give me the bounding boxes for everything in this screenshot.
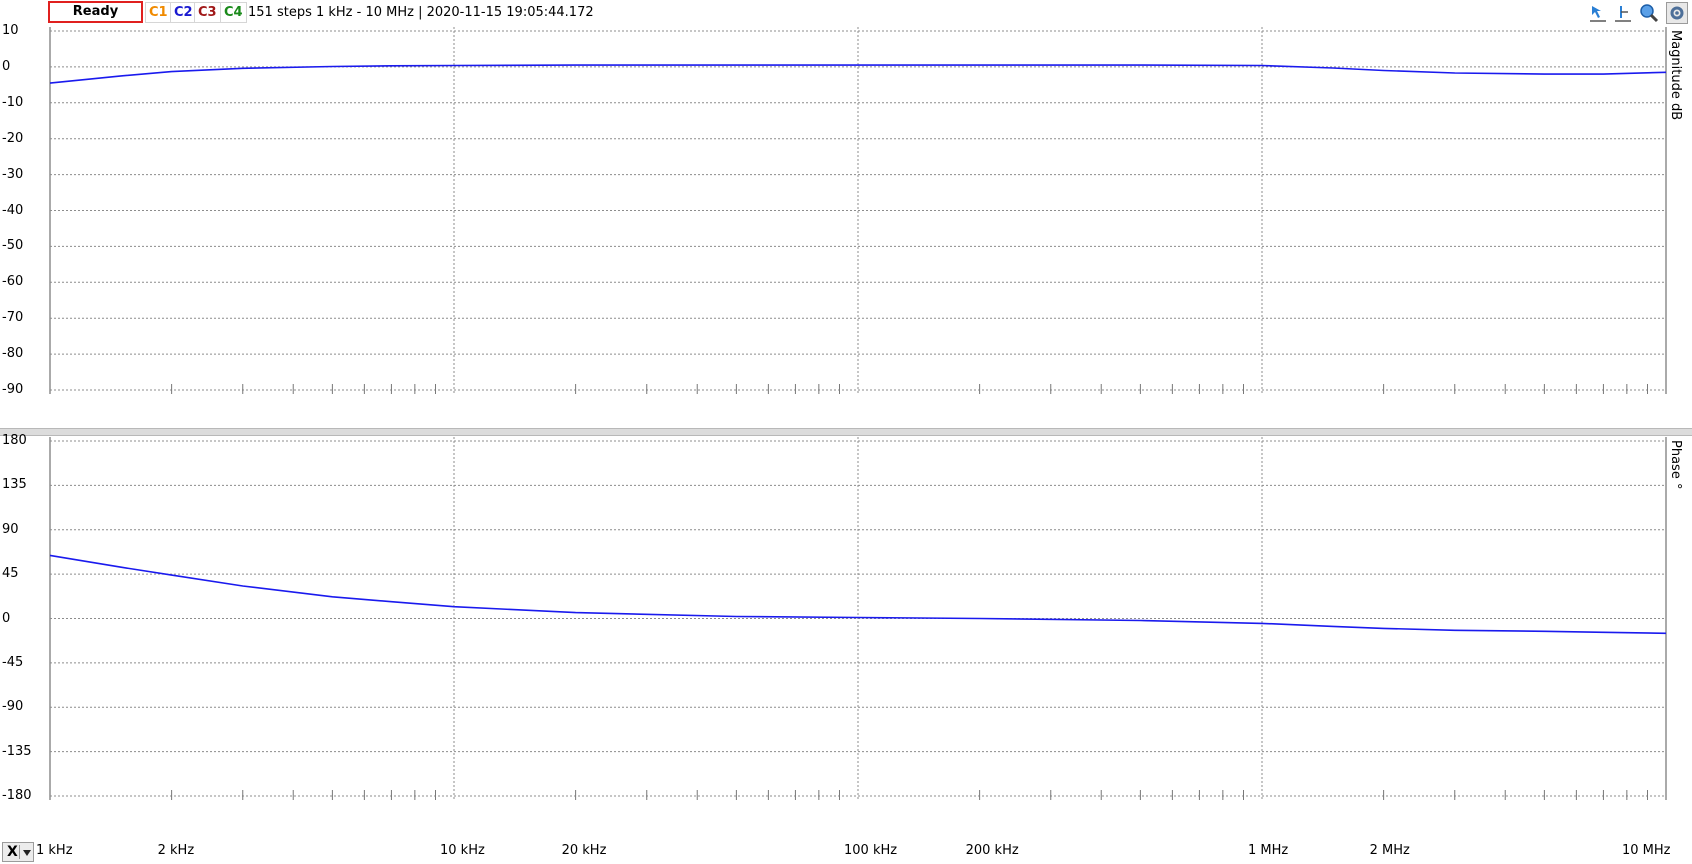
cursor-horizontal-icon[interactable]	[1612, 2, 1634, 24]
magnitude-trace	[49, 64, 1667, 84]
magnitude-y-tick-label: 0	[2, 58, 11, 74]
x-tick-label: 200 kHz	[965, 843, 1019, 858]
channel-c2-button[interactable]: C2	[170, 2, 197, 23]
magnitude-y-tick-label: -20	[2, 130, 24, 146]
cursor-arrow-icon[interactable]	[1587, 2, 1609, 24]
sweep-info: 151 steps 1 kHz - 10 MHz | 2020-11-15 19…	[248, 5, 594, 20]
magnitude-y-tick-label: -70	[2, 310, 24, 326]
status-indicator: Ready	[48, 1, 143, 23]
phase-trace	[49, 554, 1667, 635]
channel-c3-button[interactable]: C3	[194, 2, 221, 23]
phase-y-tick-label: 45	[2, 566, 19, 582]
phase-y-tick-label: -45	[2, 654, 24, 670]
x-axis-button-label: X	[7, 844, 18, 860]
phase-y-tick-label: 0	[2, 610, 11, 626]
phase-y-tick-label: -180	[2, 788, 32, 803]
x-axis-menu-button[interactable]: X	[2, 842, 34, 862]
zoom-icon[interactable]	[1638, 2, 1660, 24]
x-tick-label: 100 kHz	[844, 843, 898, 858]
phase-y-tick-label: 90	[2, 521, 19, 537]
x-tick-label: 1 kHz	[36, 843, 73, 858]
x-tick-label: 2 kHz	[157, 843, 195, 858]
magnitude-y-tick-label: 10	[2, 23, 19, 38]
phase-y-tick-label: -90	[2, 699, 24, 715]
channel-c4-button[interactable]: C4	[220, 2, 247, 23]
phase-y-tick-label: -135	[2, 743, 32, 759]
x-tick-label: 1 MHz	[1248, 843, 1289, 858]
settings-icon[interactable]	[1666, 2, 1688, 24]
x-tick-label: 2 MHz	[1369, 843, 1410, 858]
toolbar: Ready C1 C2 C3 C4 151 steps 1 kHz - 10 M…	[0, 0, 1692, 26]
channel-c1-button[interactable]: C1	[145, 2, 172, 23]
x-axis-button-separator	[19, 845, 20, 859]
magnitude-y-tick-label: -50	[2, 238, 24, 254]
phase-plot[interactable]	[0, 436, 1692, 840]
magnitude-plot[interactable]	[0, 26, 1692, 428]
magnitude-y-tick-label: -60	[2, 274, 24, 290]
phase-y-tick-label: 135	[2, 477, 27, 493]
x-tick-label: 10 kHz	[440, 843, 485, 858]
panel-splitter[interactable]	[0, 428, 1692, 436]
x-tick-label: 20 kHz	[561, 843, 607, 858]
magnitude-y-tick-label: -40	[2, 202, 24, 218]
phase-y-tick-label: 180	[2, 433, 27, 448]
x-axis: X 1 kHz 2 kHz 10 kHz 20 kHz 100 kHz 200 kHz 1 …	[0, 840, 1692, 864]
magnitude-y-tick-label: -90	[2, 382, 24, 397]
magnitude-panel[interactable]: 10 0 -10 -20 -30 -40 -50 -60 -70 -80 -90 Magnitude…	[0, 23, 1692, 428]
phase-panel[interactable]: 180 135 90 45 0 -45 -90 -135 -180 Phase °	[0, 433, 1692, 840]
chevron-down-icon	[23, 850, 31, 856]
x-tick-label: 10 MHz	[1622, 843, 1671, 858]
phase-axis-title: Phase °	[1668, 440, 1683, 490]
magnitude-y-tick-label: -30	[2, 166, 24, 182]
magnitude-y-tick-label: -80	[2, 346, 24, 362]
magnitude-y-tick-label: -10	[2, 94, 24, 110]
magnitude-axis-title: Magnitude dB	[1668, 30, 1683, 121]
